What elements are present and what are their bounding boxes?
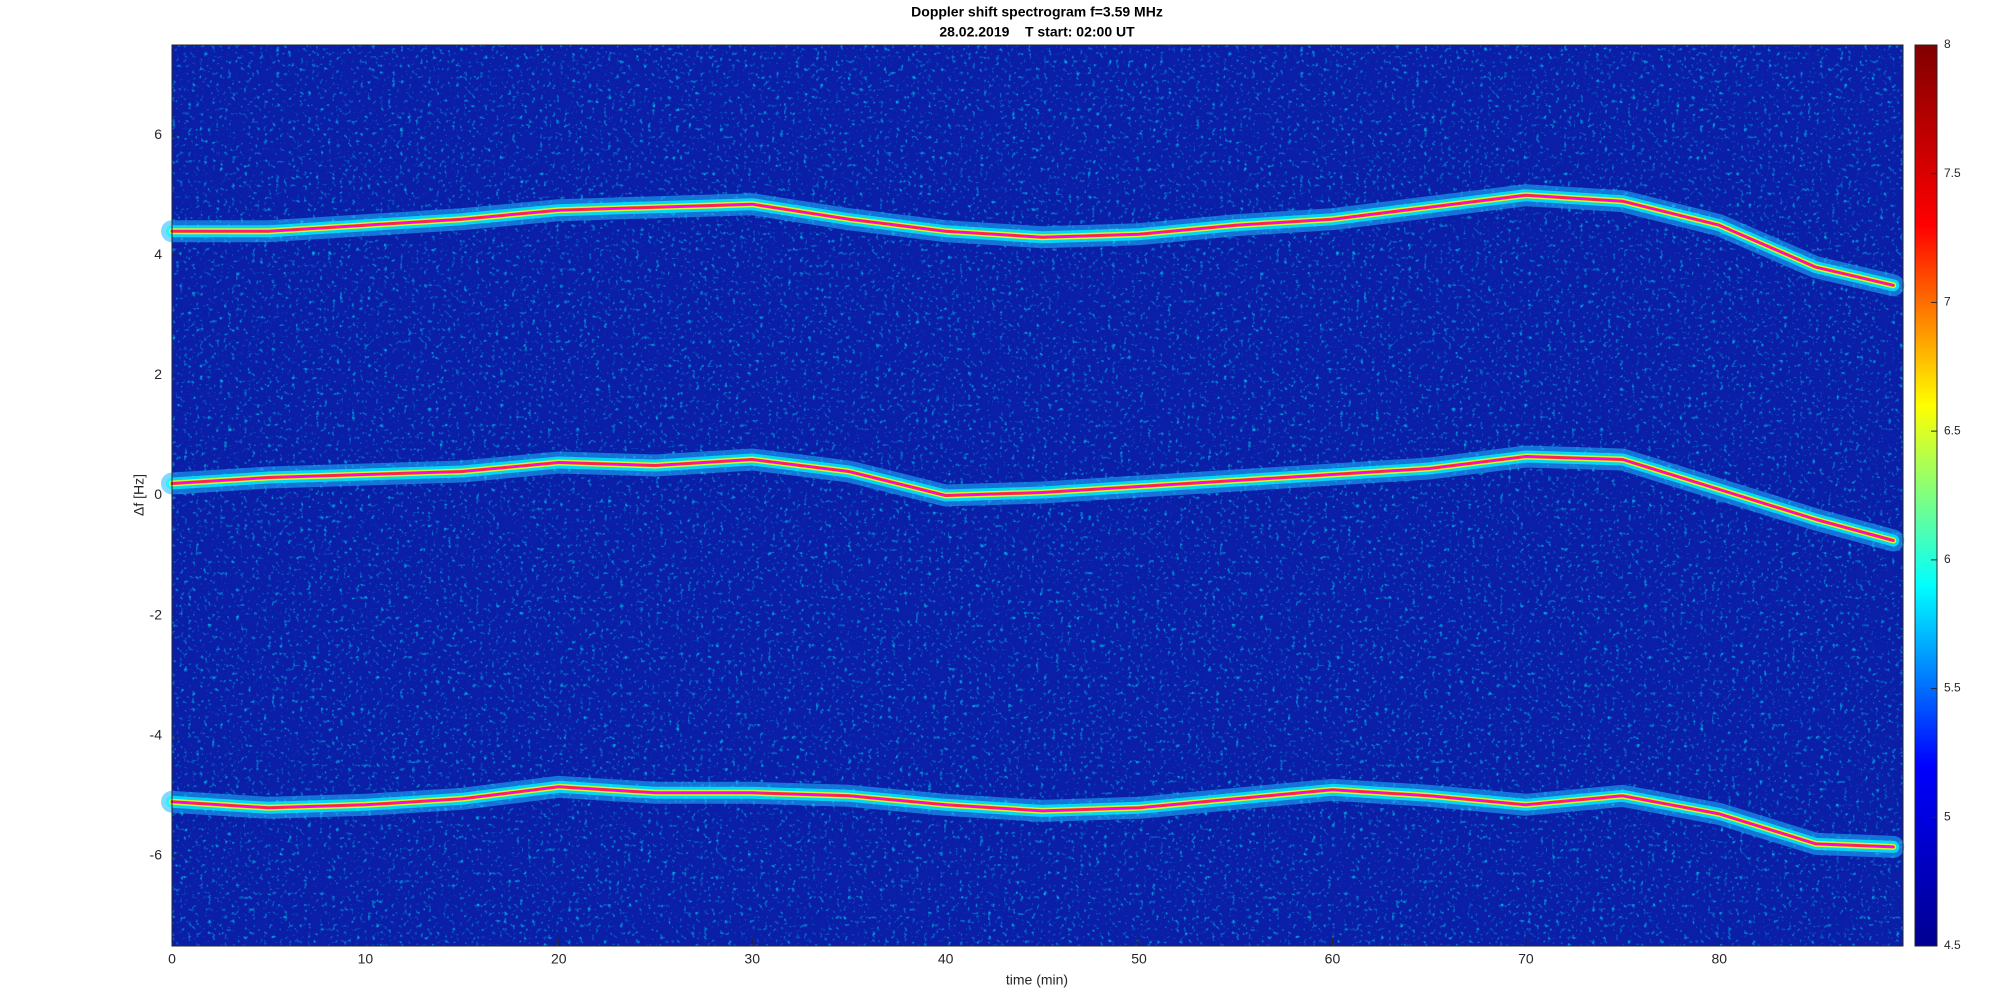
trace-line [172,194,1894,287]
trace-line [171,786,1894,848]
colorbar [1914,44,1938,947]
x-tick-label: 70 [1518,951,1534,967]
x-tick-label: 50 [1131,951,1147,967]
x-tick-label: 60 [1325,951,1341,967]
y-tick-label: 0 [154,486,162,502]
colorbar-tick-label: 6 [1944,552,1951,566]
colorbar-tick-label: 4.5 [1944,938,1961,952]
x-tick-label: 20 [551,951,567,967]
colorbar-tick-label: 7 [1944,295,1951,309]
colorbar-tick-label: 6.5 [1944,423,1961,437]
y-tick-label: -2 [150,606,163,622]
y-axis-label: Δf [Hz] [131,474,147,516]
colorbar-tick-label: 5 [1944,809,1951,823]
x-tick-label: 40 [938,951,954,967]
y-tick-label: 2 [154,366,162,382]
chart-subtitle: 28.02.2019 T start: 02:00 UT [939,24,1135,40]
y-tick-label: 6 [154,126,162,142]
colorbar-tick-label: 8 [1944,37,1951,51]
trace-line [171,455,1894,542]
y-tick-label: -4 [150,726,163,742]
y-tick-label: -6 [150,847,163,863]
x-tick-label: 0 [168,951,176,967]
x-axis-label: time (min) [1006,972,1068,988]
x-tick-label: 10 [358,951,374,967]
x-tick-label: 80 [1711,951,1727,967]
chart-title: Doppler shift spectrogram f=3.59 MHz [911,4,1163,20]
colorbar-tick-label: 7.5 [1944,166,1961,180]
colorbar-tick-label: 5.5 [1944,681,1961,695]
y-tick-label: 4 [154,246,162,262]
x-tick-label: 30 [744,951,760,967]
